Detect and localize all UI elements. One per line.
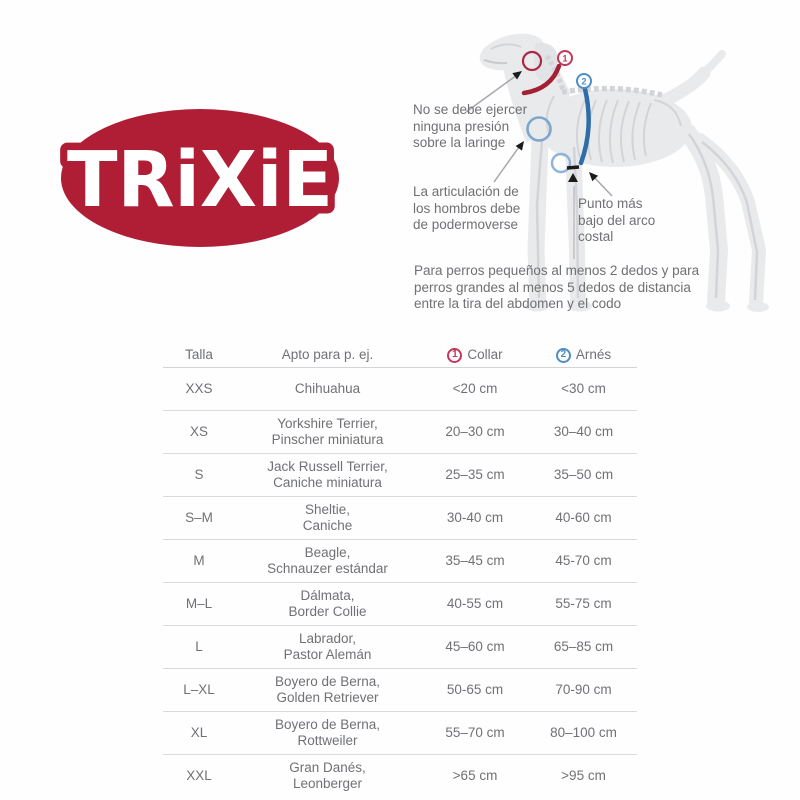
collar-number-badge: 1 bbox=[447, 347, 463, 363]
size-cell: XL bbox=[190, 725, 208, 740]
harness-size-cell: 40-60 cm bbox=[555, 510, 612, 525]
header-arnes-label: Arnés bbox=[575, 347, 612, 362]
header-apto: Apto para p. ej. bbox=[281, 347, 374, 362]
size-table: Talla Apto para p. ej. 1 Collar 2 Arnés … bbox=[163, 343, 637, 797]
table-row: L–XL Boyero de Berna, Golden Retriever 50-6… bbox=[163, 669, 637, 712]
table-row: XL Boyero de Berna, Rottweiler 55–70 cm 80–1… bbox=[163, 712, 637, 755]
collar-size-cell: <20 cm bbox=[452, 381, 498, 396]
collar-size-cell: 35–45 cm bbox=[445, 553, 505, 568]
size-cell: XXS bbox=[185, 381, 213, 396]
harness-size-cell: 80–100 cm bbox=[550, 725, 617, 740]
collar-harness-overlay: 1 2 bbox=[521, 50, 592, 174]
breeds-cell: Boyero de Berna, Rottweiler bbox=[274, 717, 381, 748]
table-row: XXS Chihuahua <20 cm <30 cm bbox=[163, 368, 637, 411]
annotation-larynx: No se debe ejercer ninguna presión sobre l… bbox=[413, 102, 528, 150]
harness-number: 2 bbox=[581, 77, 586, 87]
breeds-cell: Dálmata, Border Collie bbox=[288, 588, 367, 619]
elbow-circle bbox=[550, 152, 572, 174]
harness-size-cell: <30 cm bbox=[561, 381, 606, 396]
fitting-caption: Para perros pequeños al menos 2 dedos y … bbox=[414, 263, 700, 311]
harness-size-cell: 65–85 cm bbox=[553, 639, 614, 654]
table-row: M–L Dálmata, Border Collie 40-55 cm 55-75 cm bbox=[163, 583, 637, 626]
breeds-cell: Chihuahua bbox=[294, 381, 361, 396]
harness-number-marker: 2 bbox=[576, 73, 592, 89]
collar-size-cell: 30-40 cm bbox=[446, 510, 504, 525]
size-cell: S–M bbox=[185, 510, 213, 525]
collar-size-cell: >65 cm bbox=[452, 768, 498, 783]
annotation-rib-arch: Punto más bajo del arco costal bbox=[578, 196, 656, 244]
table-row: L Labrador, Pastor Alemán 45–60 cm 65–85 cm bbox=[163, 626, 637, 669]
header-collar-label: Collar bbox=[467, 347, 503, 362]
collar-size-cell: 40-55 cm bbox=[446, 596, 504, 611]
harness-size-cell: 35–50 cm bbox=[553, 467, 614, 482]
breeds-cell: Yorkshire Terrier, Pinscher miniatura bbox=[271, 416, 384, 447]
collar-size-cell: 20–30 cm bbox=[445, 424, 505, 439]
header-talla: Talla bbox=[185, 347, 213, 362]
size-cell: M–L bbox=[185, 596, 213, 611]
table-row: M Beagle, Schnauzer estándar 35–45 cm 45-70 … bbox=[163, 540, 637, 583]
harness-size-cell: >95 cm bbox=[561, 768, 606, 783]
size-cell: L bbox=[195, 639, 203, 654]
breeds-cell: Labrador, Pastor Alemán bbox=[283, 631, 372, 662]
larynx-circle bbox=[521, 50, 543, 72]
size-cell: S bbox=[194, 467, 204, 482]
table-row: XS Yorkshire Terrier, Pinscher miniatura 20… bbox=[163, 411, 637, 454]
harness-number-badge: 2 bbox=[555, 347, 571, 363]
size-cell: M bbox=[193, 553, 205, 568]
header-collar: 1 Collar bbox=[420, 347, 530, 363]
size-cell: XS bbox=[189, 424, 208, 439]
table-row: S–M Sheltie, Caniche 30-40 cm 40-60 cm bbox=[163, 497, 637, 540]
dog-skeleton bbox=[483, 43, 759, 301]
size-table-body: XXS Chihuahua <20 cm <30 cm XS Yorkshire Terr… bbox=[163, 368, 637, 797]
header-arnes: 2 Arnés bbox=[530, 347, 637, 363]
collar-number-marker: 1 bbox=[557, 50, 573, 66]
breeds-cell: Gran Danés, Leonberger bbox=[289, 760, 366, 791]
table-header-row: Talla Apto para p. ej. 1 Collar 2 Arnés bbox=[163, 343, 637, 368]
collar-size-cell: 25–35 cm bbox=[445, 467, 505, 482]
shoulder-joint-circle bbox=[526, 116, 552, 142]
annotation-arrows bbox=[465, 71, 613, 259]
trixie-logo: TRiXiE bbox=[60, 109, 341, 247]
breeds-cell: Jack Russell Terrier, Caniche miniatura bbox=[267, 459, 388, 490]
harness-size-cell: 45-70 cm bbox=[555, 553, 612, 568]
table-row: S Jack Russell Terrier, Caniche miniatura 2… bbox=[163, 454, 637, 497]
collar-number: 1 bbox=[562, 54, 567, 64]
logo-text: TRiXiE bbox=[67, 136, 333, 225]
collar-line bbox=[521, 63, 562, 96]
table-row: XXL Gran Danés, Leonberger >65 cm >95 cm bbox=[163, 755, 637, 797]
size-cell: XXL bbox=[186, 768, 212, 783]
harness-size-cell: 30–40 cm bbox=[553, 424, 614, 439]
breeds-cell: Boyero de Berna, Golden Retriever bbox=[274, 674, 381, 705]
collar-size-cell: 55–70 cm bbox=[445, 725, 505, 740]
harness-size-cell: 55-75 cm bbox=[555, 596, 612, 611]
harness-line bbox=[578, 86, 591, 166]
collar-size-cell: 45–60 cm bbox=[445, 639, 505, 654]
collar-size-cell: 50-65 cm bbox=[446, 682, 504, 697]
size-cell: L–XL bbox=[183, 682, 215, 697]
annotation-shoulder: La articulación de los hombros debe de pod… bbox=[413, 184, 521, 232]
logo-ellipse bbox=[61, 109, 339, 247]
harness-size-cell: 70-90 cm bbox=[555, 682, 612, 697]
breeds-cell: Beagle, Schnauzer estándar bbox=[267, 545, 388, 576]
breeds-cell: Sheltie, Caniche bbox=[302, 502, 353, 533]
dog-fitting-diagram: 1 2 bbox=[465, 33, 769, 312]
